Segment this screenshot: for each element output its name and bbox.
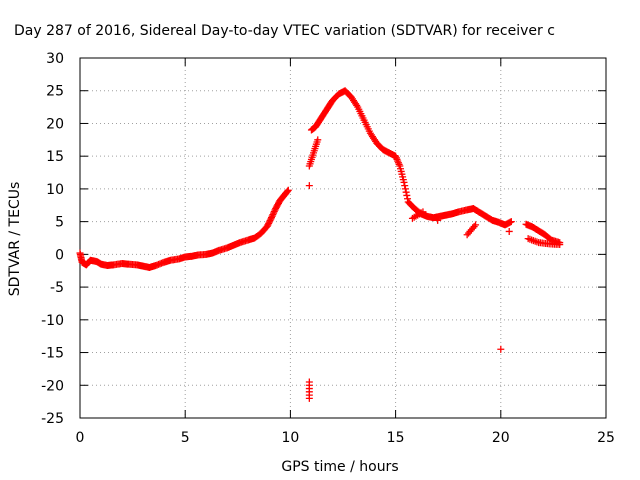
data-point: [314, 136, 322, 144]
x-tick-label: 10: [281, 430, 299, 446]
y-tick-label: -20: [41, 378, 64, 394]
data-point: [404, 195, 412, 203]
data-points: [76, 87, 564, 402]
chart-title: Day 287 of 2016, Sidereal Day-to-day VTE…: [14, 23, 555, 39]
y-tick-label: 15: [46, 149, 64, 165]
x-tick-label: 25: [597, 430, 615, 446]
y-tick-label: 0: [55, 247, 64, 263]
data-point: [305, 394, 313, 402]
y-tick-label: 30: [46, 51, 64, 67]
data-point: [284, 186, 292, 194]
x-tick-label: 20: [492, 430, 510, 446]
y-tick-label: 5: [55, 215, 64, 231]
data-point: [269, 211, 277, 219]
data-point: [353, 101, 361, 109]
y-tick-label: -25: [41, 411, 64, 427]
data-point: [395, 160, 403, 168]
data-point: [402, 188, 410, 196]
y-tick-label: -5: [50, 280, 64, 296]
data-point: [267, 214, 275, 222]
data-point: [392, 154, 400, 162]
x-tick-label: 5: [181, 430, 190, 446]
data-point: [268, 212, 276, 220]
y-tick-label: -10: [41, 313, 64, 329]
data-point: [393, 155, 401, 163]
y-tick-label: 20: [46, 116, 64, 132]
data-point: [394, 159, 402, 167]
data-point: [394, 157, 402, 165]
y-axis-label: SDTVAR / TECUs: [7, 182, 23, 297]
y-tick-label: 25: [46, 84, 64, 100]
data-point: [419, 208, 427, 216]
data-point: [403, 191, 411, 199]
data-point: [270, 208, 278, 216]
data-point: [470, 223, 478, 231]
data-point: [472, 221, 480, 229]
y-tick-label: -15: [41, 346, 64, 362]
data-point: [401, 185, 409, 193]
data-point: [434, 216, 442, 224]
tick-labels: 0 5 10 15 20 25 -25 -20 -15 -10 -5 0 5 10 15 20 25 30: [41, 51, 615, 446]
x-tick-label: 15: [387, 430, 405, 446]
plot-border: [79, 57, 607, 419]
x-axis-label: GPS time / hours: [281, 459, 398, 475]
data-point: [401, 182, 409, 190]
data-point: [305, 182, 313, 190]
axes: [79, 57, 607, 419]
y-tick-label: 10: [46, 182, 64, 198]
x-tick-label: 0: [76, 430, 85, 446]
data-point: [284, 187, 292, 195]
data-point: [497, 345, 505, 353]
data-point: [392, 152, 400, 160]
data-point: [505, 227, 513, 235]
data-point: [556, 241, 564, 249]
grid-lines: [80, 58, 606, 418]
data-point: [270, 209, 278, 217]
data-point: [400, 178, 408, 186]
data-point: [507, 218, 515, 226]
